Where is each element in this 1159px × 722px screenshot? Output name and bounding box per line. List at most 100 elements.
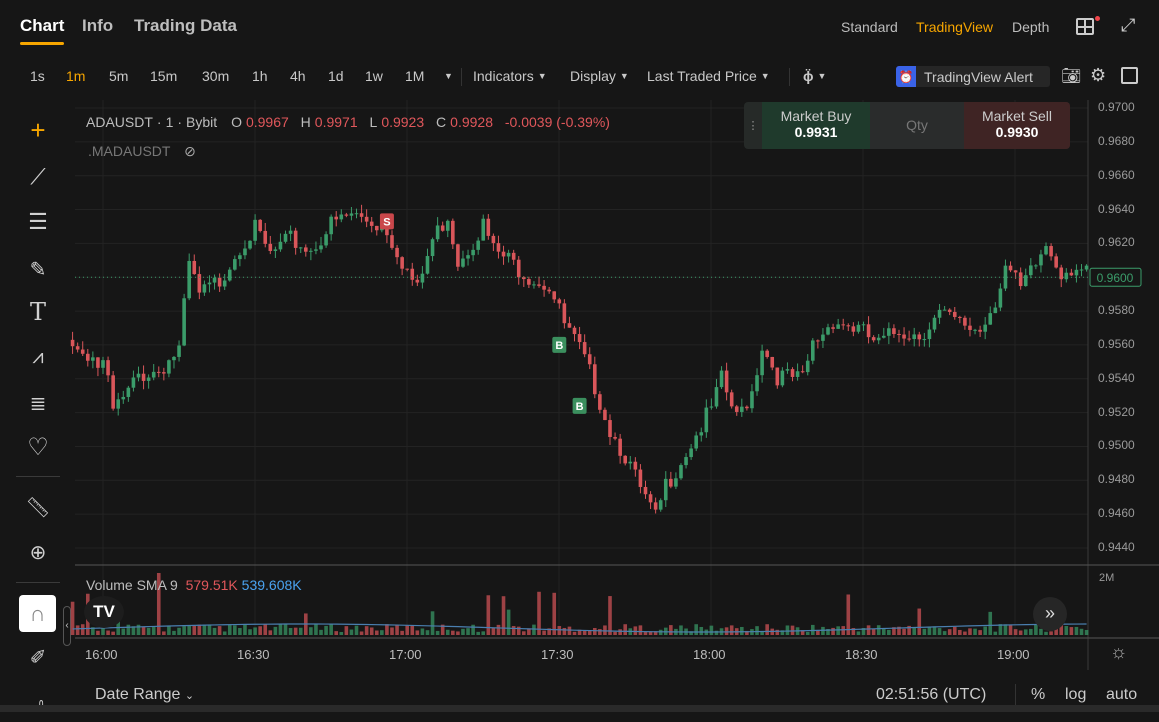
interval-1m[interactable]: 1m (66, 68, 86, 84)
volume-bar (410, 625, 415, 635)
volume-bar (542, 630, 546, 635)
candle-body (973, 329, 977, 331)
tab-info[interactable]: Info (82, 16, 114, 35)
volume-bar (491, 627, 496, 635)
candle-body (881, 335, 886, 338)
volume-bar (435, 630, 440, 635)
y-tick-label: 0.9540 (1098, 370, 1135, 385)
candle-body (897, 334, 901, 336)
percent-scale-toggle[interactable]: % (1031, 686, 1046, 703)
volume-bar (156, 573, 161, 635)
favorites-heart-icon[interactable]: ♡ (27, 433, 49, 461)
magnet-icon[interactable]: ∩ (19, 595, 56, 632)
volume-bar (790, 625, 795, 635)
mode-tradingview[interactable]: TradingView (916, 19, 994, 35)
interval-1w[interactable]: 1w (365, 68, 383, 84)
crosshair-icon[interactable]: + (30, 114, 46, 145)
mode-depth[interactable]: Depth (1012, 19, 1050, 35)
volume-bar (425, 630, 430, 635)
candle-body (451, 220, 455, 245)
volume-bar (805, 631, 810, 635)
qty-input[interactable]: Qty (870, 102, 964, 149)
candle-body (709, 406, 714, 408)
forecast-icon[interactable]: ≣ (29, 392, 47, 415)
candle-body (770, 356, 775, 368)
scroll-to-latest-button[interactable]: » (1033, 597, 1067, 631)
candle-body (780, 370, 785, 386)
text-icon[interactable]: T (29, 298, 46, 326)
candle-body (856, 324, 861, 332)
chart-type-button[interactable]: ɸ̈ ▼ (803, 68, 827, 84)
candle-body (172, 356, 176, 361)
current-price-label-box (1089, 267, 1142, 287)
indicators-button[interactable]: Indicators ▼ (473, 68, 547, 84)
log-scale-toggle[interactable]: log (1065, 686, 1087, 703)
price-type-select[interactable]: Last Traded Price ▼ (647, 68, 770, 84)
volume-bar (1034, 624, 1038, 635)
fib-lines-icon[interactable]: ☰ (28, 209, 48, 234)
volume-bar (309, 627, 313, 635)
utc-clock[interactable]: 02:51:56 (UTC) (876, 686, 987, 703)
volume-bar (395, 625, 399, 635)
trend-line-icon[interactable]: ⟋ (30, 164, 46, 189)
interval-30m[interactable]: 30m (202, 68, 230, 84)
candle-body (283, 233, 288, 242)
tradingview-logo[interactable]: TV (84, 596, 124, 628)
candle-body (238, 255, 242, 260)
lock-icon[interactable]: 🔓︎ (18, 688, 58, 722)
candle-body (167, 360, 171, 374)
hidden-eye-icon[interactable]: ⊘ (184, 143, 196, 159)
volume-bar (298, 627, 303, 635)
auto-scale-toggle[interactable]: auto (1106, 686, 1138, 703)
display-button[interactable]: Display ▼ (570, 68, 629, 84)
volume-bar (846, 594, 851, 635)
interval-15m[interactable]: 15m (150, 68, 178, 84)
brush-icon[interactable]: ✎ (29, 258, 47, 281)
tab-trading-data[interactable]: Trading Data (134, 16, 237, 35)
interval-5m[interactable]: 5m (109, 68, 129, 84)
sun-theme-icon[interactable]: ☼ (1110, 642, 1128, 663)
candle-body (385, 228, 389, 236)
interval-1d[interactable]: 1d (328, 68, 344, 84)
interval-more-caret[interactable]: ▼ (444, 71, 453, 81)
mode-standard[interactable]: Standard (841, 19, 898, 35)
tab-chart[interactable]: Chart (20, 16, 65, 45)
ruler-icon[interactable]: 📏︎ (25, 496, 51, 519)
market-buy-button[interactable]: Market Buy 0.9931 (762, 102, 870, 149)
layout-grid-icon[interactable] (1076, 18, 1094, 35)
expand-icon[interactable] (1121, 67, 1138, 84)
interval-4h[interactable]: 4h (290, 68, 306, 84)
zoom-in-icon[interactable]: ⊕ (29, 541, 47, 564)
interval-1s[interactable]: 1s (30, 68, 45, 84)
volume-bar (1029, 628, 1033, 635)
date-range-button[interactable]: Date Range ⌄ (95, 686, 195, 703)
candle-body (146, 377, 151, 381)
volume-bar (679, 625, 683, 635)
volume-bar (430, 611, 435, 635)
volume-bar (608, 596, 612, 635)
candle-body (248, 240, 252, 249)
pattern-icon[interactable]: ⩘ (32, 345, 44, 368)
volume-bar (527, 628, 531, 635)
candle-body (699, 432, 704, 436)
collapse-toolbar-handle[interactable]: ‹ (63, 606, 71, 646)
candle-body (734, 406, 739, 412)
volume-bar (871, 628, 876, 635)
lock-drawings-icon[interactable]: ✐ (29, 646, 47, 669)
camera-icon[interactable]: 📷︎ (1061, 68, 1082, 85)
volume-bar (481, 631, 486, 635)
settings-icon[interactable]: ⚙︎ (1090, 65, 1107, 85)
interval-1h[interactable]: 1h (252, 68, 268, 84)
volume-bar (582, 630, 587, 635)
fullscreen-icon[interactable]: ⤢ (1121, 15, 1136, 35)
market-sell-button[interactable]: Market Sell 0.9930 (964, 102, 1070, 149)
volume-bar (714, 630, 719, 635)
volume-bar (70, 601, 75, 635)
drag-handle-icon[interactable]: ⋮ (747, 120, 759, 132)
interval-1M[interactable]: 1M (405, 68, 425, 84)
candle-body (577, 334, 582, 343)
tradingview-alert-button[interactable]: ⏰ TradingView Alert (896, 66, 1050, 87)
candle-body (552, 291, 557, 300)
volume-bar (511, 626, 516, 635)
